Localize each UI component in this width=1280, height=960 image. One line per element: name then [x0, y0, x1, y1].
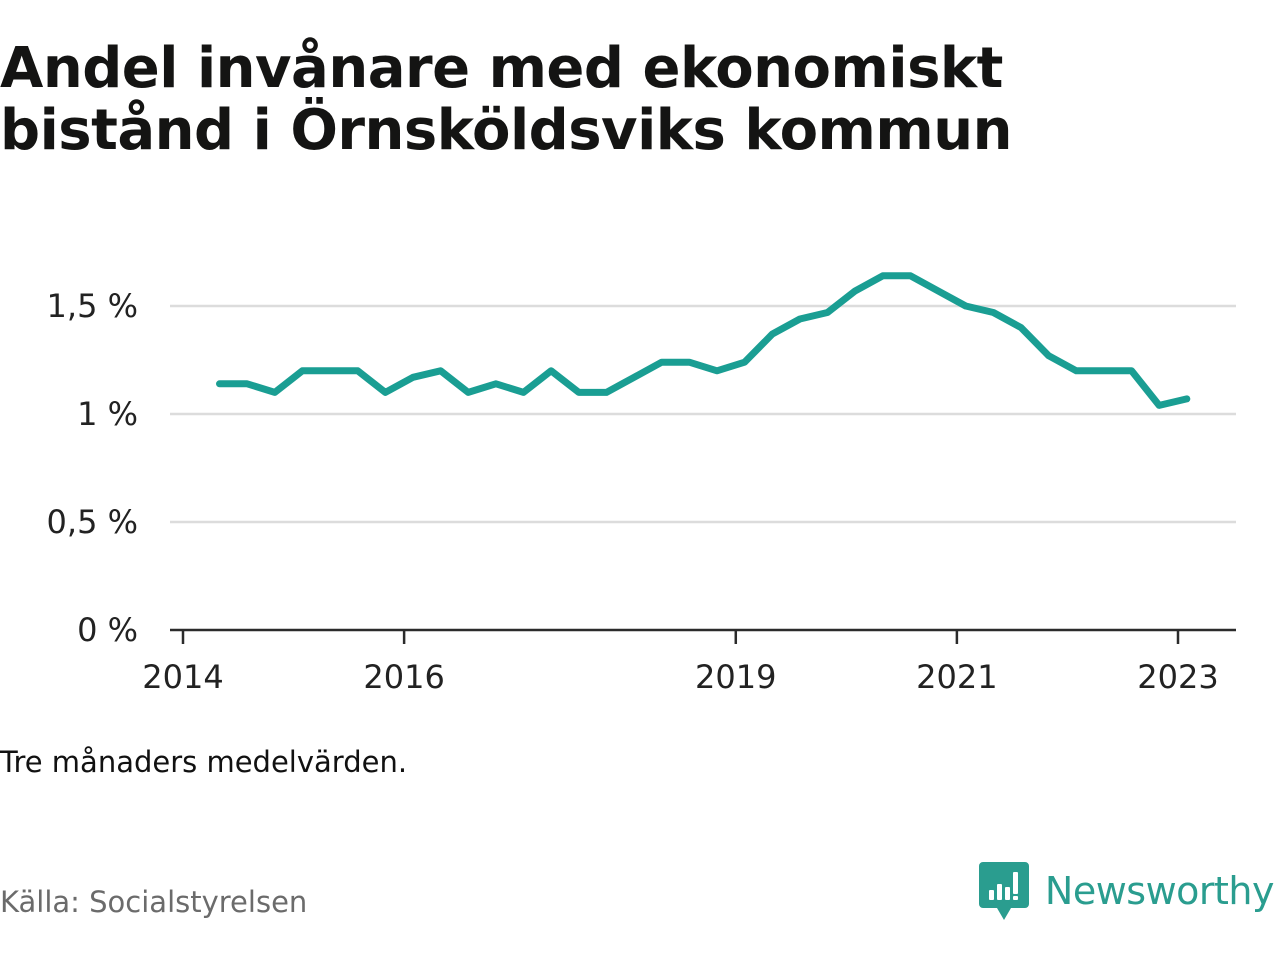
source-credit: Källa: Socialstyrelsen — [0, 885, 308, 919]
y-axis-tick-labels: 0 % 0,5 % 1 % 1,5 % — [47, 287, 138, 649]
series-layer — [216, 272, 1191, 409]
x-tick-label: 2014 — [142, 658, 223, 696]
newsworthy-logo-icon — [978, 862, 1029, 920]
y-tick-label: 1 % — [77, 395, 138, 433]
grid-lines — [170, 304, 1236, 524]
chart-note: Tre månaders medelvärden. — [0, 745, 408, 779]
y-tick-label: 1,5 % — [47, 287, 138, 325]
x-axis-tick-labels: 2014 2016 2019 2021 2023 — [142, 658, 1218, 696]
brand-name: Newsworthy — [1044, 869, 1275, 913]
x-tick-label: 2021 — [916, 658, 997, 696]
chart-title-line-2: bistånd i Örnsköldsviks kommun — [0, 98, 1012, 163]
series-line-0 — [216, 272, 1191, 409]
y-tick-label: 0 % — [77, 611, 138, 649]
y-tick-label: 0,5 % — [47, 503, 138, 541]
x-tick-label: 2023 — [1137, 658, 1218, 696]
x-axis — [170, 628, 1236, 644]
line-chart: 0 % 0,5 % 1 % 1,5 % 2014 2016 2019 2021 2023 — [47, 272, 1236, 696]
chart-title: Andel invånare med ekonomiskt bistånd i … — [0, 38, 1270, 162]
newsworthy-brand: Newsworthy — [978, 862, 1275, 920]
chart-title-line-1: Andel invånare med ekonomiskt — [0, 36, 1003, 101]
x-tick-label: 2019 — [695, 658, 776, 696]
x-tick-label: 2016 — [363, 658, 444, 696]
